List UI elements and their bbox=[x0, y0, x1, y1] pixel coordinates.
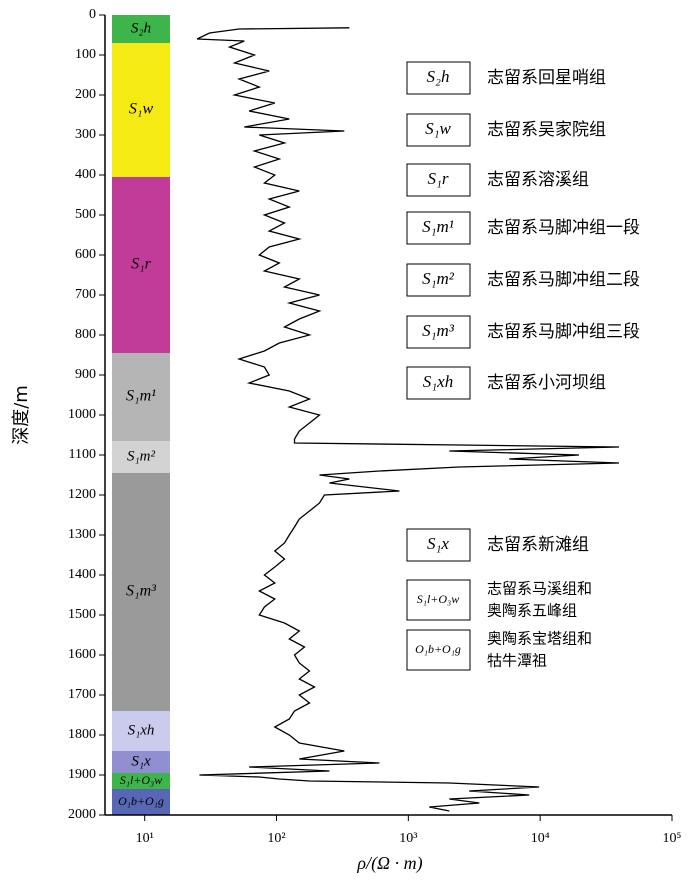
legend-box bbox=[406, 61, 471, 95]
y-tick-label: 200 bbox=[75, 87, 96, 102]
y-tick-label: 100 bbox=[75, 47, 96, 62]
stratum bbox=[112, 15, 170, 43]
x-tick-label: 10⁴ bbox=[531, 831, 550, 846]
legend-label: S₁m³ bbox=[422, 321, 455, 340]
stratum-label: S₁xh bbox=[128, 722, 155, 738]
y-tick-label: 0 bbox=[89, 7, 96, 22]
y-tick-label: 1900 bbox=[68, 767, 96, 782]
y-tick-label: 900 bbox=[75, 367, 96, 382]
legend-label: S₁l+O₃w bbox=[417, 592, 459, 606]
stratum bbox=[112, 773, 170, 789]
legend-box bbox=[406, 366, 471, 400]
legend-box bbox=[406, 163, 471, 197]
y-tick-label: 1500 bbox=[68, 607, 96, 622]
legend-label: S₁m² bbox=[422, 269, 455, 288]
y-tick-label: 1100 bbox=[69, 447, 96, 462]
stratum bbox=[112, 177, 170, 353]
stratum bbox=[112, 353, 170, 441]
stratum bbox=[112, 473, 170, 711]
legend-text: 志留系新滩组 bbox=[487, 535, 589, 555]
y-tick-label: 1700 bbox=[68, 687, 96, 702]
legend-box bbox=[406, 211, 471, 245]
stratum-label: S₁m¹ bbox=[126, 388, 156, 405]
legend-text: 奥陶系宝塔组和 bbox=[487, 630, 592, 648]
legend-text: 奥陶系五峰组 bbox=[487, 602, 577, 620]
y-tick-label: 500 bbox=[75, 207, 96, 222]
legend-box bbox=[406, 528, 471, 562]
legend-text: 牯牛潭祖 bbox=[487, 652, 547, 670]
legend-label: S₁xh bbox=[423, 372, 453, 391]
legend-text: 志留系马脚冲组一段 bbox=[487, 218, 640, 238]
x-tick-label: 10² bbox=[267, 831, 285, 846]
x-tick-label: 10³ bbox=[399, 831, 417, 846]
stratum-label: S₁x bbox=[131, 753, 151, 769]
legend-label: S₁x bbox=[427, 534, 449, 553]
legend-label: S₁r bbox=[427, 169, 448, 188]
y-tick-label: 1600 bbox=[68, 647, 96, 662]
x-axis-label: ρ/(Ω · m) bbox=[356, 853, 422, 874]
legend-box bbox=[406, 579, 471, 621]
legend-box bbox=[406, 629, 471, 671]
legend-box bbox=[406, 263, 471, 297]
y-tick-label: 700 bbox=[75, 287, 96, 302]
legend-label: S₁m¹ bbox=[422, 217, 454, 236]
legend-box bbox=[406, 315, 471, 349]
stratum bbox=[112, 711, 170, 751]
y-tick-label: 800 bbox=[75, 327, 96, 342]
legend-text: 志留系溶溪组 bbox=[487, 170, 589, 190]
legend-text: 志留系马脚冲组二段 bbox=[487, 270, 640, 290]
y-axis-label: 深度/m bbox=[11, 385, 32, 445]
stratum-label: S₁m² bbox=[127, 448, 156, 464]
x-tick-label: 10¹ bbox=[136, 831, 154, 846]
legend-text: 志留系小河坝组 bbox=[487, 373, 606, 393]
legend-label: S₂h bbox=[427, 67, 450, 86]
stratum bbox=[112, 751, 170, 773]
y-tick-label: 600 bbox=[75, 247, 96, 262]
y-tick-label: 2000 bbox=[68, 807, 96, 822]
stratum bbox=[112, 789, 170, 815]
y-tick-label: 1000 bbox=[68, 407, 96, 422]
stratum bbox=[112, 43, 170, 177]
stratum-label: S₁r bbox=[131, 256, 152, 273]
y-tick-label: 1200 bbox=[68, 487, 96, 502]
x-tick-label: 10⁵ bbox=[663, 831, 682, 846]
legend-text: 志留系吴家院组 bbox=[487, 120, 606, 140]
legend-text: 志留系马脚冲组三段 bbox=[487, 322, 640, 342]
stratum-label: S₁l+O₃w bbox=[120, 773, 162, 787]
legend-box bbox=[406, 113, 471, 147]
legend-text: 志留系回星哨组 bbox=[487, 68, 606, 88]
y-tick-label: 1800 bbox=[68, 727, 96, 742]
y-tick-label: 300 bbox=[75, 127, 96, 142]
stratum-label: S₂h bbox=[131, 20, 151, 36]
stratum bbox=[112, 441, 170, 473]
y-tick-label: 1300 bbox=[68, 527, 96, 542]
legend-text: 志留系马溪组和 bbox=[487, 580, 592, 598]
legend-label: S₁w bbox=[425, 119, 451, 138]
legend-label: O₁b+O₁g bbox=[415, 642, 461, 656]
stratum-label: O₁b+O₁g bbox=[118, 794, 164, 808]
resistivity-curve bbox=[196, 27, 620, 812]
stratum-label: S₁m³ bbox=[126, 583, 156, 600]
stratum-label: S₁w bbox=[129, 101, 154, 118]
y-tick-label: 1400 bbox=[68, 567, 96, 582]
y-tick-label: 400 bbox=[75, 167, 96, 182]
